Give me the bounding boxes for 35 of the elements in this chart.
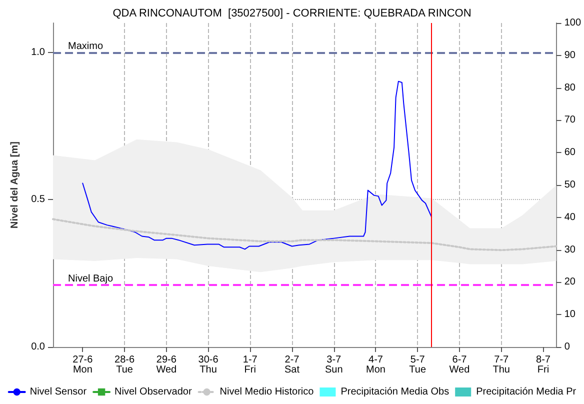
x-tick-label: 5-7 Tue	[409, 354, 426, 376]
x-tick-label: 1-7 Fri	[242, 354, 258, 376]
legend-label: Nivel Medio Historico	[220, 386, 314, 398]
y2-tick-label: 40	[564, 212, 576, 223]
y2-tick-label: 30	[564, 244, 576, 256]
x-tick-label: 7-7 Thu	[492, 354, 510, 376]
y2-tick-label: 50	[564, 180, 576, 190]
x-tick-label: 3-7 Sun	[324, 354, 343, 376]
x-tick-label: 30-6 Thu	[198, 354, 219, 376]
legend-label: Precipitación Media Pr	[476, 386, 577, 398]
y2-tick-label: 20	[564, 276, 576, 288]
legend-label: Nivel Observador	[114, 386, 192, 398]
x-tick-label: 28-6 Tue	[114, 354, 135, 376]
y-tick-label: 0.0	[31, 342, 46, 352]
ref-line-label: Nivel Bajo	[68, 274, 114, 285]
legend-label: Nivel Sensor	[30, 386, 88, 398]
y2-tick-label: 70	[564, 114, 576, 126]
y-tick-label: 1.0	[31, 46, 46, 58]
ref-line-label: Maximo	[68, 40, 104, 52]
legend-label: Precipitación Media Obs	[340, 386, 450, 398]
x-tick-label: 8-7 Fri	[536, 354, 551, 376]
x-tick-label: 27-6 Mon	[72, 354, 94, 376]
y2-tick-label: 0	[564, 342, 570, 352]
y2-tick-label: 100	[564, 18, 582, 28]
y2-tick-label: 90	[564, 50, 576, 61]
x-tick-label: 4-7 Mon	[366, 354, 386, 376]
x-tick-label: 29-6 Wed	[156, 354, 177, 376]
y-tick-label: 0.5	[31, 194, 46, 206]
y2-tick-label: 80	[564, 82, 576, 94]
y-axis-title: Nivel del Agua [m]	[10, 142, 21, 228]
y2-tick-label: 60	[564, 147, 576, 158]
chart-title: QDA RINCONAUTOM [35027500] - CORRIENTE: QUEBRADA RINCON	[112, 8, 472, 20]
x-tick-label: 2-7 Sat	[284, 354, 300, 376]
y2-tick-label: 10	[564, 309, 576, 320]
x-tick-label: 6-7 Wed	[449, 354, 470, 376]
